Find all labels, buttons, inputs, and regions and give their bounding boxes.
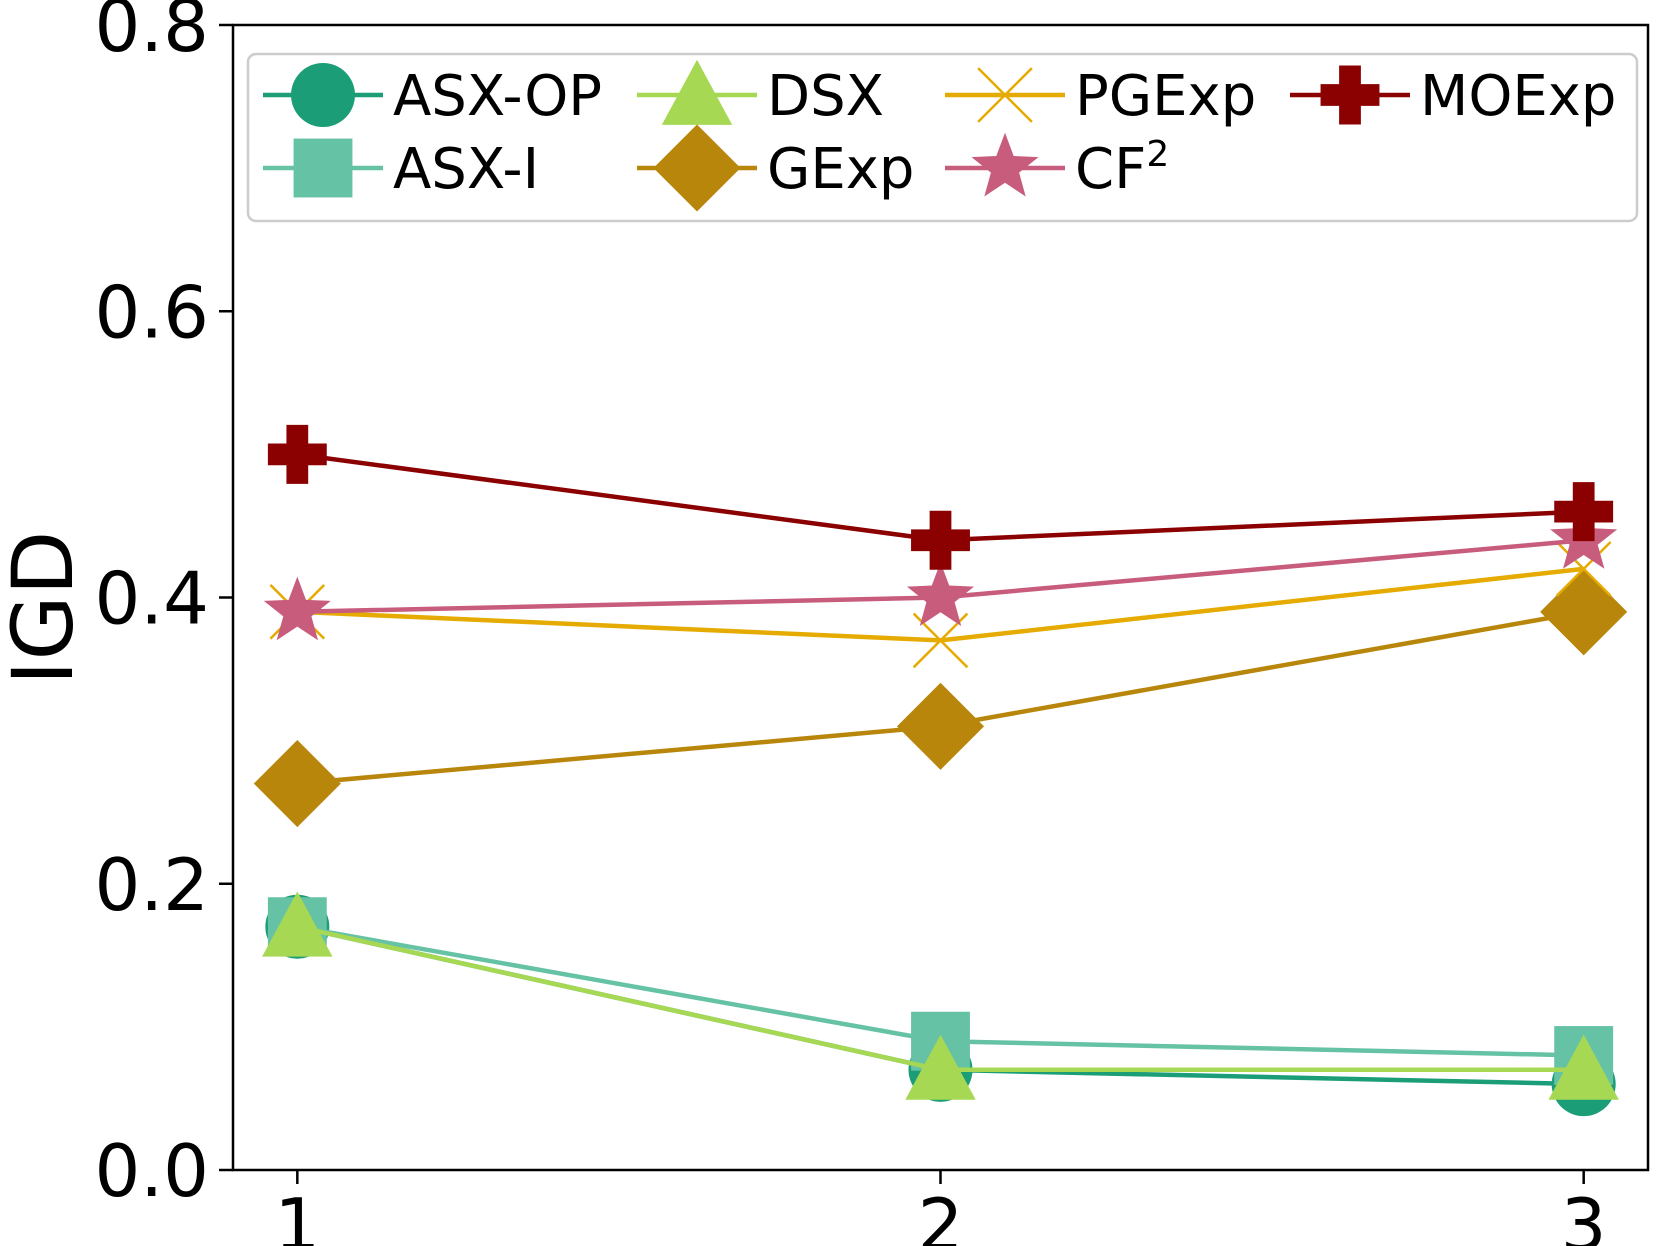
legend-item-pgexp: PGExp xyxy=(945,64,1256,129)
legend-item-asx-i: ASX-I xyxy=(263,137,539,202)
legend-marker xyxy=(1320,65,1380,125)
plot-area xyxy=(253,424,1628,1117)
data-point xyxy=(263,576,331,641)
legend-label: ASX-I xyxy=(393,137,539,202)
y-tick-label: 0.4 xyxy=(94,557,209,641)
data-point xyxy=(911,510,970,570)
data-point xyxy=(1540,568,1628,656)
data-point xyxy=(262,891,333,957)
data-point xyxy=(905,1034,976,1100)
legend-label: MOExp xyxy=(1420,64,1616,129)
axes: 0.0 0.2 0.4 0.6 0.8 1 2 3 xyxy=(94,0,1650,1246)
legend-marker xyxy=(653,124,741,212)
data-point xyxy=(907,562,974,626)
legend-marker xyxy=(977,67,1033,123)
x-tick-label: 3 xyxy=(1561,1183,1607,1246)
legend-item-moexp: MOExp xyxy=(1290,64,1616,129)
legend-label: PGExp xyxy=(1075,64,1256,129)
legend-marker xyxy=(661,59,733,125)
legend-label: ASX-OP xyxy=(393,64,602,129)
legend-item-asx-op: ASX-OP xyxy=(263,63,602,129)
y-tick-label: 0.6 xyxy=(94,270,209,354)
legend-marker xyxy=(291,63,355,127)
data-point xyxy=(1548,1034,1619,1100)
data-point xyxy=(896,682,985,770)
y-tick-label: 0.0 xyxy=(94,1129,209,1213)
series-dsx xyxy=(262,891,1619,1100)
legend-label: GExp xyxy=(767,137,914,202)
y-tick-label: 0.2 xyxy=(94,843,209,927)
series-pgexp xyxy=(269,541,1612,669)
legend-frame xyxy=(246,52,1639,223)
y-tick-label: 0.8 xyxy=(94,0,209,68)
legend-label: DSX xyxy=(767,64,884,129)
y-axis-title: IGD xyxy=(0,531,92,686)
legend-label-superscript: 2 xyxy=(1146,134,1169,175)
legend-marker xyxy=(971,132,1039,197)
data-point xyxy=(267,424,327,484)
series-moexp xyxy=(267,424,1614,570)
x-tick-label: 1 xyxy=(274,1183,320,1246)
x-tick-label: 2 xyxy=(918,1183,964,1246)
data-point xyxy=(1555,541,1612,597)
data-point xyxy=(253,740,341,828)
legend-item-gexp: GExp xyxy=(637,124,914,212)
data-point xyxy=(1554,482,1614,542)
legend-item-dsx: DSX xyxy=(637,59,884,129)
legend-marker xyxy=(293,138,353,198)
